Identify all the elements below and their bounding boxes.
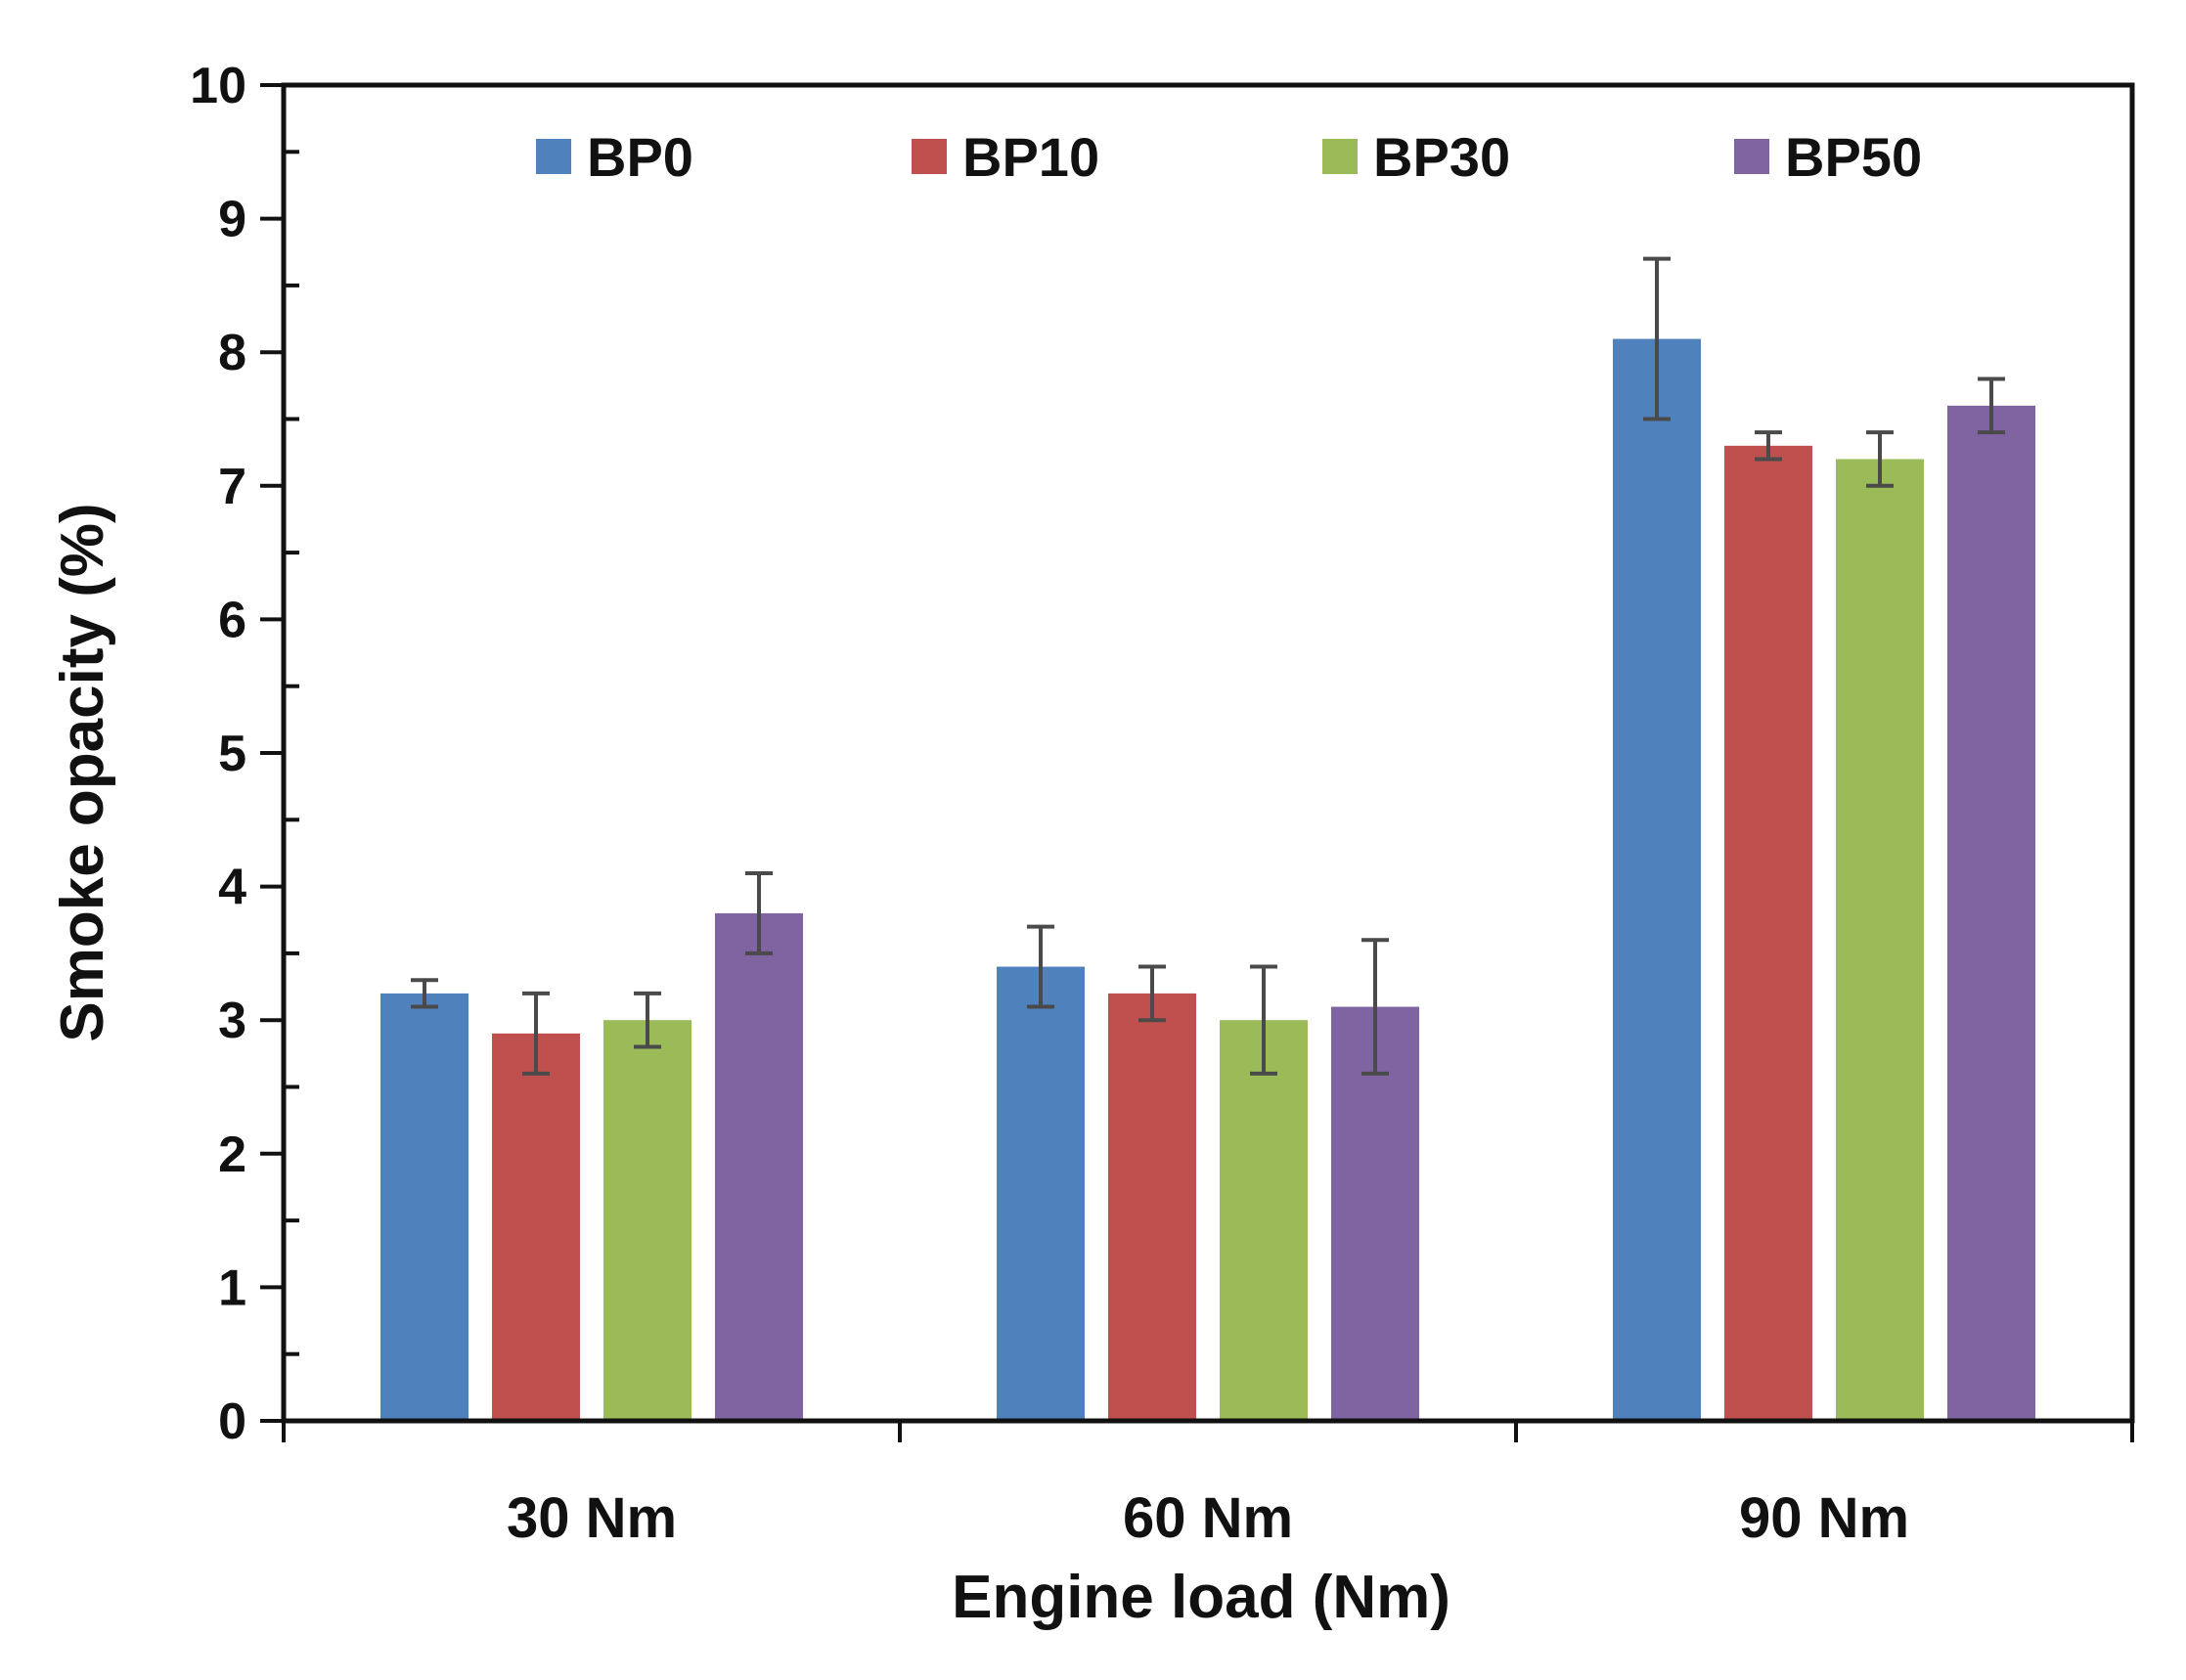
error-bar-bp10-60nm (1138, 964, 1166, 1023)
error-bar-bp10-90nm (1755, 430, 1782, 462)
error-bar-bp0-60nm (1027, 924, 1054, 1009)
legend-swatch (1734, 139, 1769, 174)
y-tick-label: 7 (218, 459, 246, 515)
legend: BP0 BP10 BP30 BP50 (536, 126, 1922, 188)
legend-item-bp0: BP0 (536, 126, 693, 188)
bar-bp10-30nm (492, 1033, 580, 1421)
bar-bp10-90nm (1724, 445, 1812, 1421)
error-bar-bp50-30nm (745, 870, 773, 955)
bar-bp0-30nm (380, 993, 468, 1421)
y-tick-label: 4 (218, 860, 246, 916)
error-bar-bp30-30nm (634, 991, 661, 1049)
x-axis: 30 Nm 60 Nm 90 Nm (282, 1421, 2134, 1550)
legend-item-bp30: BP30 (1322, 126, 1510, 188)
x-axis-title: Engine load (Nm) (952, 1564, 1450, 1631)
x-tick-label: 30 Nm (507, 1486, 677, 1550)
legend-item-bp10: BP10 (912, 126, 1099, 188)
bar-bp50-60nm (1331, 1006, 1419, 1421)
legend-label: BP0 (587, 126, 693, 188)
bar-bp50-90nm (1947, 405, 2035, 1422)
y-tick-label: 5 (218, 726, 246, 782)
y-tick-label: 9 (218, 192, 246, 248)
bar-bp50-30nm (715, 912, 803, 1421)
legend-label: BP50 (1785, 126, 1922, 188)
bar-bp30-90nm (1836, 459, 1924, 1422)
bar-bp0-60nm (997, 966, 1085, 1421)
y-axis: 0 1 2 3 4 5 6 7 8 9 10 (190, 58, 299, 1450)
legend-swatch (1322, 139, 1358, 174)
y-tick-label: 8 (218, 325, 246, 381)
bars-layer (380, 338, 2035, 1422)
y-tick-label: 2 (218, 1127, 246, 1183)
error-bar-bp50-90nm (1978, 376, 2005, 435)
legend-swatch (536, 139, 571, 174)
x-tick-label: 60 Nm (1123, 1486, 1293, 1550)
bar-bp30-60nm (1220, 1020, 1308, 1421)
error-bar-bp10-30nm (522, 991, 550, 1076)
error-bar-bp0-30nm (411, 978, 438, 1009)
legend-swatch (912, 139, 947, 174)
error-bar-bp0-90nm (1643, 256, 1671, 421)
legend-label: BP30 (1373, 126, 1510, 188)
bar-bp10-60nm (1108, 993, 1196, 1421)
bar-bp30-30nm (603, 1020, 691, 1421)
y-tick-label: 3 (218, 993, 246, 1049)
error-bars-layer (411, 256, 2005, 1076)
legend-item-bp50: BP50 (1734, 126, 1922, 188)
error-bar-bp50-60nm (1361, 938, 1389, 1076)
error-bar-bp30-90nm (1866, 430, 1894, 488)
error-bar-bp30-60nm (1250, 964, 1277, 1076)
y-axis-title: Smoke opacity (%) (49, 503, 116, 1041)
bar-bp0-90nm (1613, 338, 1701, 1421)
legend-label: BP10 (962, 126, 1099, 188)
y-tick-label: 0 (218, 1393, 246, 1450)
y-tick-label: 10 (190, 58, 246, 114)
y-tick-label: 6 (218, 592, 246, 648)
y-tick-label: 1 (218, 1260, 246, 1316)
x-tick-label: 90 Nm (1739, 1486, 1909, 1550)
